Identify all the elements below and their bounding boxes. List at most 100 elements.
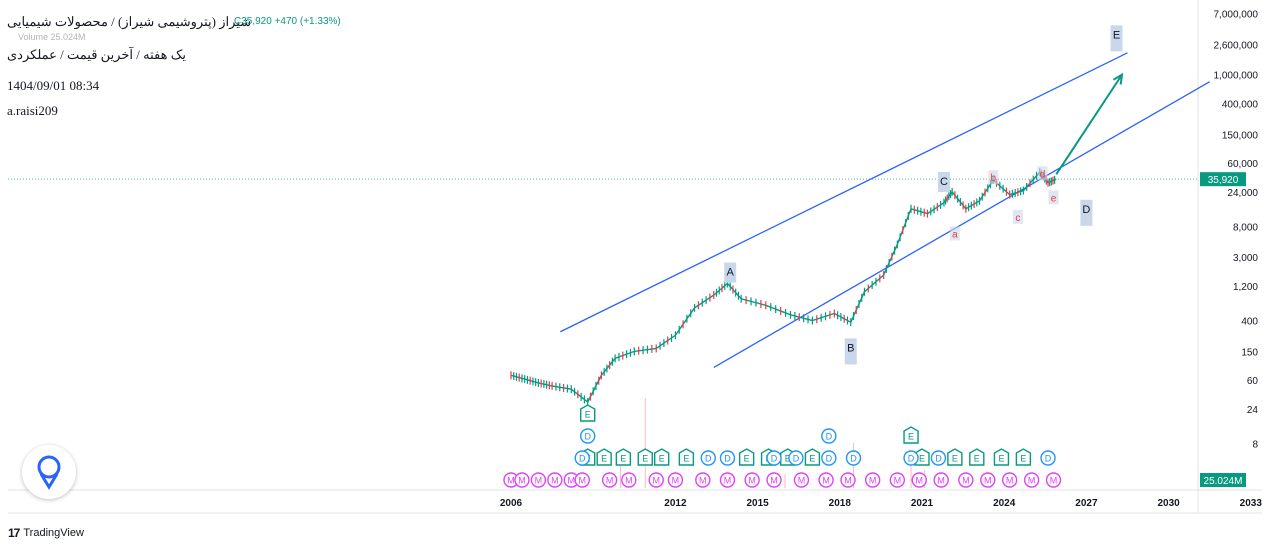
split-marker[interactable]: M (667, 472, 684, 488)
split-marker-letter: M (625, 476, 633, 486)
earnings-marker[interactable]: E (678, 448, 695, 466)
split-marker[interactable]: M (695, 472, 711, 488)
earnings-marker-shape (615, 448, 632, 466)
split-marker-shape (958, 472, 974, 488)
split-marker-shape (1023, 472, 1040, 488)
split-marker-shape (933, 472, 949, 488)
dividend-marker[interactable]: D (1040, 450, 1056, 466)
earnings-marker[interactable]: E (804, 448, 821, 466)
split-marker[interactable]: M (818, 472, 834, 488)
channel-lines[interactable] (560, 52, 1211, 368)
y-tick-label: 2,600,000 (1214, 41, 1259, 52)
earnings-marker[interactable]: E (1015, 448, 1032, 466)
split-marker-shape (864, 472, 881, 488)
dividend-marker[interactable]: D (930, 450, 947, 466)
projection-arrow[interactable] (1055, 72, 1124, 175)
split-marker[interactable]: M (889, 472, 906, 488)
wave-label: E (1113, 29, 1120, 41)
split-marker-shape (840, 472, 856, 488)
split-marker[interactable]: M (766, 472, 782, 488)
dividend-marker-shape (1040, 450, 1056, 466)
event-markers[interactable]: MMMMMMMMMMMMMMMMMMMMMMMMMMEEEEEEEEEEEEEE… (503, 404, 1062, 488)
split-marker[interactable]: M (648, 472, 664, 488)
y-tick-label: 1,000,000 (1214, 71, 1259, 82)
symbol-title: شیراز (پتروشیمی شیراز) / محصولات شیمیایی (7, 14, 252, 29)
dividend-marker[interactable]: D (580, 428, 596, 444)
earnings-marker[interactable]: E (947, 448, 963, 466)
split-marker[interactable]: M (547, 472, 563, 488)
earnings-marker-shape (1015, 448, 1032, 466)
earnings-marker[interactable]: E (969, 448, 985, 466)
dividend-marker[interactable]: D (821, 450, 837, 466)
split-marker-letter: M (535, 476, 543, 486)
earnings-marker-letter: E (809, 454, 815, 464)
split-marker-letter: M (724, 476, 732, 486)
split-marker-shape (667, 472, 684, 488)
split-marker[interactable]: M (530, 472, 547, 488)
split-marker-shape (980, 472, 996, 488)
earnings-marker[interactable]: E (615, 448, 632, 466)
earnings-marker[interactable]: E (637, 448, 653, 466)
grid (8, 0, 1262, 514)
dividend-marker-letter: D (579, 454, 586, 464)
wave-label-box (1110, 25, 1123, 52)
earnings-marker-letter: E (974, 454, 980, 464)
earnings-marker-shape (947, 448, 963, 466)
dividend-marker[interactable]: D (845, 450, 862, 466)
split-marker[interactable]: M (840, 472, 856, 488)
volume-readout: Volume 25.024M (18, 32, 86, 42)
assistant-badge[interactable] (22, 445, 76, 499)
dividend-marker[interactable]: D (574, 450, 590, 466)
split-marker-letter: M (578, 476, 586, 486)
dividend-marker[interactable]: D (766, 450, 782, 466)
earnings-marker[interactable]: E (903, 426, 919, 444)
split-marker[interactable]: M (1045, 472, 1062, 488)
split-marker-shape (621, 472, 637, 488)
split-marker-shape (911, 472, 927, 488)
split-marker-shape (744, 472, 760, 488)
x-tick-label: 2027 (1075, 498, 1098, 509)
split-marker-letter: M (984, 476, 992, 486)
split-marker[interactable]: M (719, 472, 736, 488)
dividend-marker[interactable]: D (700, 450, 716, 466)
time-axis[interactable]: 2006 2012 2015 2018 2021 2024 2027 2030 2033 (500, 498, 1262, 509)
split-marker-letter: M (844, 476, 852, 486)
wave-label-box (1048, 190, 1059, 205)
earnings-marker-letter: E (1020, 454, 1026, 464)
earnings-marker[interactable]: E (993, 448, 1010, 466)
split-marker[interactable]: M (601, 472, 618, 488)
split-marker[interactable]: M (933, 472, 949, 488)
split-marker-letter: M (1006, 476, 1014, 486)
dividend-marker-letter: D (1045, 454, 1052, 464)
wave-label: e (1051, 193, 1057, 204)
split-marker-letter: M (551, 476, 559, 486)
tradingview-logo[interactable]: 17 TradingView (8, 526, 84, 540)
split-marker[interactable]: M (958, 472, 974, 488)
split-marker[interactable]: M (621, 472, 637, 488)
split-marker[interactable]: M (514, 472, 530, 488)
split-marker[interactable]: M (744, 472, 760, 488)
earnings-marker[interactable]: E (596, 448, 612, 466)
split-marker[interactable]: M (574, 472, 590, 488)
tradingview-logo-mark: 17 (8, 526, 20, 540)
split-marker[interactable]: M (793, 472, 810, 488)
earnings-marker[interactable]: E (654, 448, 670, 466)
price-axis[interactable]: 16,000,0007,000,0002,600,0001,000,000400… (1200, 0, 1258, 487)
dividend-marker[interactable]: D (821, 428, 837, 444)
split-marker-letter: M (606, 476, 614, 486)
dividend-marker[interactable]: D (788, 450, 804, 466)
split-marker[interactable]: M (1023, 472, 1040, 488)
snapshot-datetime: 1404/09/01 08:34 (7, 78, 100, 93)
split-marker[interactable]: M (1001, 472, 1018, 488)
dividend-marker[interactable]: D (719, 450, 736, 466)
dividend-marker-shape (821, 450, 837, 466)
earnings-marker[interactable]: E (738, 448, 755, 466)
earnings-marker-letter: E (659, 454, 665, 464)
split-marker[interactable]: M (980, 472, 996, 488)
split-marker[interactable]: M (911, 472, 927, 488)
split-marker[interactable]: M (864, 472, 881, 488)
dividend-marker[interactable]: D (903, 450, 919, 466)
earnings-marker[interactable]: E (580, 404, 596, 422)
dividend-marker-shape (930, 450, 947, 466)
